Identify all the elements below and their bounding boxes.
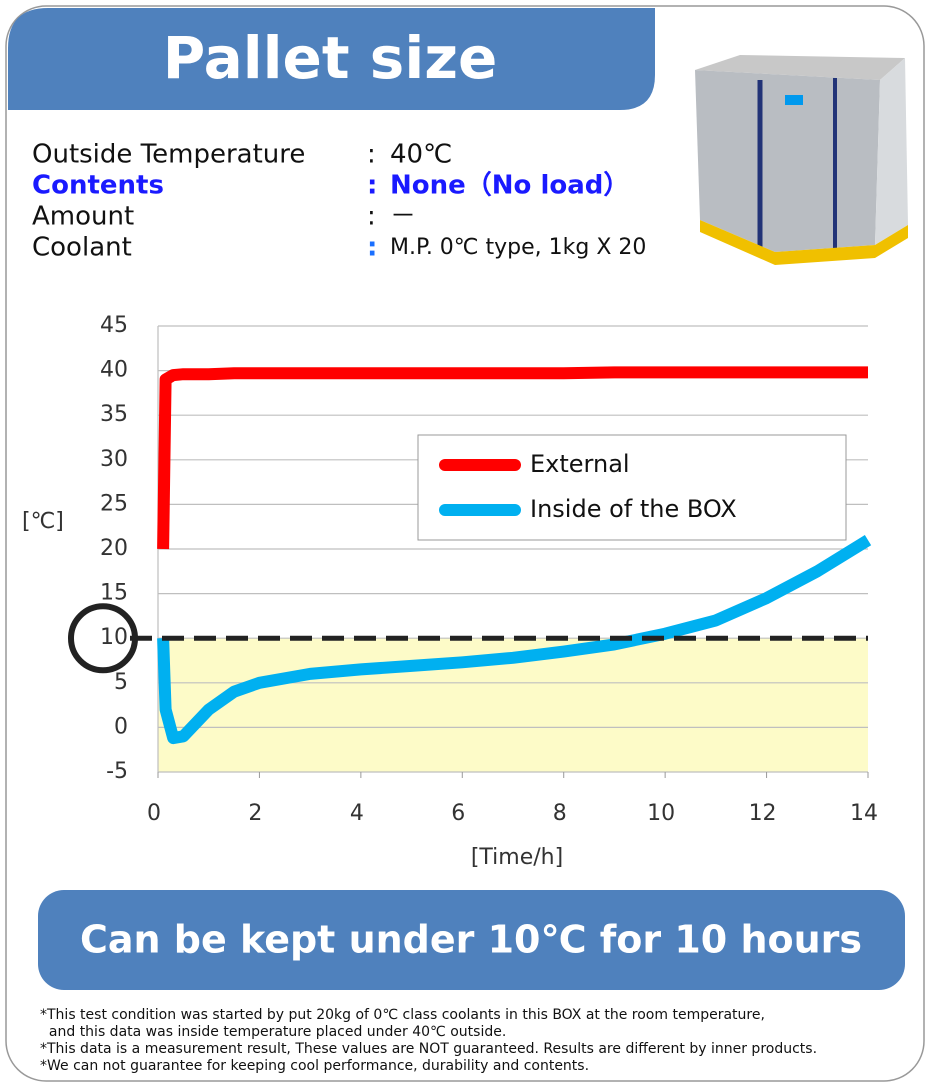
x-tick-label: 0 [147,801,161,826]
y-tick-label: 35 [100,402,128,427]
footnote: *This data is a measurement result, Thes… [40,1041,817,1057]
x-tick-label: 2 [248,801,262,826]
info-separator: : [367,171,377,201]
y-tick-label: 15 [100,581,128,606]
footnotes: *This test condition was started by put … [40,1007,817,1074]
info-value: 40℃ [390,140,452,170]
series-line [157,366,868,550]
info-separator: : [367,140,376,170]
x-tick-label: 8 [553,801,567,826]
footnote: *We can not guarantee for keeping cool p… [40,1058,589,1074]
legend-label: Inside of the BOX [530,495,737,523]
legend-box [417,434,847,541]
info-separator: : [367,202,376,232]
x-tick-label: 10 [647,801,675,826]
banner [38,890,905,990]
x-tick-label: 12 [749,801,777,826]
chart: -5 0 5 10 15 20 25 30 35 40 45 0 2 4 6 8 10 12 14 [℃] [Time/… [22,313,878,870]
x-tick-label: 4 [350,801,364,826]
legend-label: External [530,450,630,478]
y-tick-label: 30 [100,447,128,472]
y-tick-label: 40 [100,358,128,383]
threshold-highlight [68,603,138,674]
info-label: Outside Temperature [32,140,305,170]
series-line [157,534,872,745]
info-value: M.P. 0℃ type, 1kg X 20 [390,235,646,260]
footnote: *This test condition was started by put … [40,1007,765,1023]
y-tick-label: 45 [100,313,128,338]
footnote: and this data was inside temperature pla… [40,1024,506,1040]
x-axis-label: [Time/h] [471,845,563,870]
y-tick-label: -5 [106,759,128,784]
y-axis-label: [℃] [22,509,64,534]
info-label: Coolant [32,233,132,263]
y-tick-label: 10 [100,625,128,650]
info-label: Contents [32,171,164,201]
frame [5,5,925,1082]
y-tick-label: 0 [114,714,128,739]
banner-text: Can be kept under 10℃ for 10 hours [80,918,862,962]
y-tick-label: 5 [114,670,128,695]
x-tick-label: 6 [451,801,465,826]
info-value: None（No load） [390,171,629,201]
info-separator: : [367,233,377,263]
header-tab [8,8,655,110]
y-tick-label: 25 [100,491,128,516]
info-label: Amount [32,202,134,232]
info-value: － [390,202,416,232]
product-image [695,55,908,265]
y-tick-label: 20 [100,536,128,561]
x-tick-label: 14 [850,801,878,826]
header-title: Pallet size [163,24,498,92]
